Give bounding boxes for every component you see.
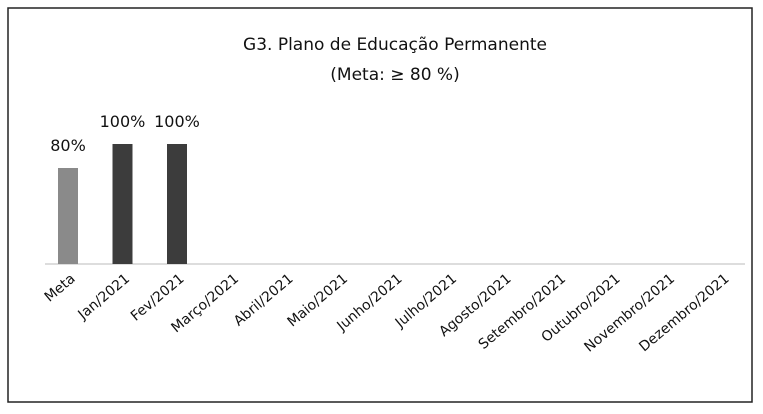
bar — [58, 168, 78, 264]
bar — [167, 144, 187, 264]
value-label: 100% — [100, 112, 146, 131]
value-label: 100% — [154, 112, 200, 131]
chart-title: G3. Plano de Educação Permanente — [243, 35, 547, 55]
value-label: 80% — [50, 136, 86, 155]
chart-subtitle: (Meta: ≥ 80 %) — [330, 65, 459, 85]
bar — [112, 144, 133, 264]
